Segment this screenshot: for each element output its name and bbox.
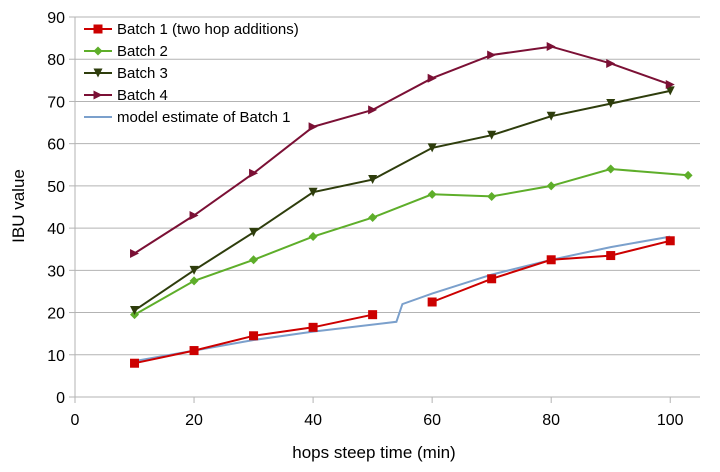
data-point-triangle-right [130, 248, 140, 258]
legend-item: model estimate of Batch 1 [84, 109, 290, 126]
x-tick-label: 0 [71, 412, 80, 429]
legend-item: Batch 1 (two hop additions) [84, 21, 299, 38]
series-1 [130, 164, 693, 320]
data-point-square [606, 251, 616, 261]
legend-item: Batch 2 [84, 43, 168, 60]
data-point-square [368, 310, 378, 320]
data-point-square [427, 297, 437, 307]
series-2 [130, 86, 675, 315]
data-point-triangle-right [665, 80, 675, 90]
data-point-square [546, 255, 556, 265]
data-point-diamond [308, 232, 318, 242]
series-line [134, 167, 689, 316]
y-tick-label: 40 [47, 221, 65, 238]
data-point-triangle-down [308, 187, 318, 197]
data-point-diamond [189, 276, 199, 286]
data-point-triangle-down [368, 175, 378, 185]
legend-label: model estimate of Batch 1 [117, 109, 290, 126]
series-line [134, 235, 671, 363]
y-tick-label: 20 [47, 306, 65, 323]
series-line [431, 239, 671, 303]
x-axis-title: hops steep time (min) [292, 443, 455, 462]
x-tick-label: 80 [542, 412, 560, 429]
data-point-triangle-right [189, 210, 199, 220]
x-tick-label: 100 [657, 412, 684, 429]
series-4 [134, 235, 671, 363]
series-line [133, 89, 671, 312]
y-tick-label: 50 [47, 179, 65, 196]
data-point-diamond [683, 170, 693, 180]
legend-item: Batch 3 [84, 65, 168, 82]
data-point-triangle-right [427, 73, 437, 83]
data-point-triangle-down [93, 68, 103, 78]
data-point-triangle-down [487, 130, 497, 140]
data-point-square [665, 236, 675, 246]
series-line [133, 45, 671, 255]
data-point-triangle-down [546, 111, 556, 121]
data-point-triangle-right [93, 90, 103, 100]
y-tick-label: 80 [47, 52, 65, 69]
data-point-triangle-right [308, 122, 318, 132]
series-0 [130, 236, 675, 368]
data-point-diamond [546, 181, 556, 191]
data-point-square [93, 24, 103, 34]
data-point-triangle-right [606, 58, 616, 68]
data-point-square [189, 346, 199, 356]
data-point-diamond [487, 191, 497, 201]
data-point-triangle-down [130, 305, 140, 315]
axes [69, 16, 700, 403]
series-layer [130, 42, 693, 368]
data-point-triangle-right [368, 105, 378, 115]
x-tick-label: 40 [304, 412, 322, 429]
y-tick-label: 70 [47, 94, 65, 111]
y-tick-label: 0 [56, 390, 65, 407]
legend: Batch 1 (two hop additions) Batch 2 Batch … [84, 21, 299, 126]
data-point-diamond [249, 255, 259, 265]
data-point-diamond [427, 189, 437, 199]
data-point-square [249, 331, 259, 341]
y-tick-label: 10 [47, 348, 65, 365]
legend-label: Batch 4 [117, 87, 168, 104]
legend-item: Batch 4 [84, 87, 168, 104]
legend-label: Batch 1 (two hop additions) [117, 21, 299, 38]
tick-labels: 0 10 20 30 40 50 60 70 80 90 0 20 40 60 80 100 [47, 10, 683, 429]
data-point-triangle-down [189, 265, 199, 275]
data-point-square [130, 358, 140, 368]
legend-label: Batch 2 [117, 43, 168, 60]
y-tick-label: 90 [47, 10, 65, 27]
data-point-square [487, 274, 497, 284]
y-tick-label: 30 [47, 263, 65, 280]
data-point-triangle-down [606, 99, 616, 109]
legend-label: Batch 3 [117, 65, 168, 82]
data-point-diamond [368, 213, 378, 223]
data-point-triangle-down [665, 86, 675, 96]
data-point-diamond [93, 46, 103, 56]
y-tick-label: 60 [47, 137, 65, 154]
data-point-triangle-right [487, 50, 497, 60]
series-3 [130, 42, 675, 258]
data-point-square [308, 322, 318, 332]
gridlines [75, 16, 700, 356]
data-point-triangle-down [249, 227, 259, 237]
data-point-triangle-right [249, 168, 259, 178]
data-point-triangle-right [546, 42, 556, 52]
x-tick-label: 20 [185, 412, 203, 429]
data-point-triangle-down [427, 143, 437, 153]
x-tick-label: 60 [423, 412, 441, 429]
y-axis-title: IBU value [9, 169, 28, 243]
data-point-diamond [606, 164, 616, 174]
